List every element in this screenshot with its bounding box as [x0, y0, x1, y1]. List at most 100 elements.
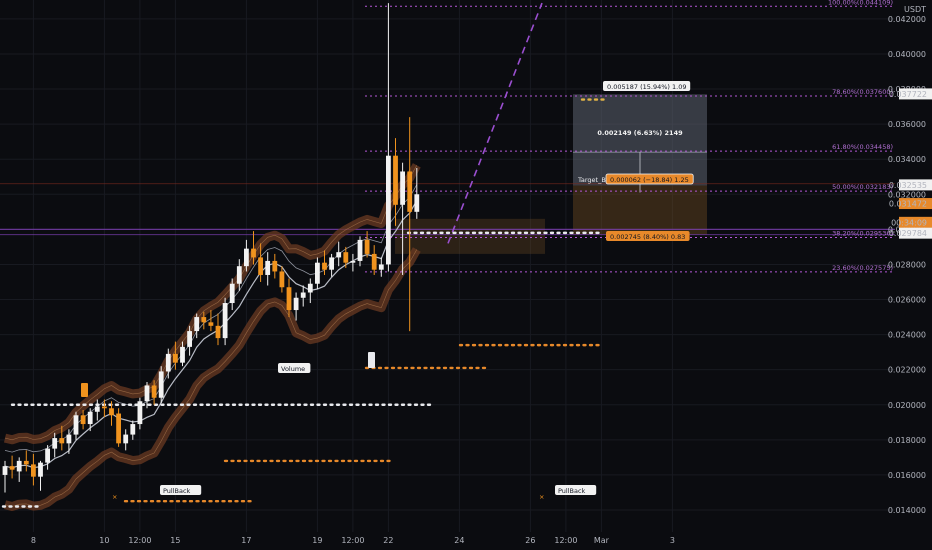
candle: [244, 239, 249, 272]
candlesticks: [2, 3, 420, 493]
candle: [23, 450, 29, 472]
candle: [393, 138, 398, 226]
candle: [80, 410, 86, 430]
candle: [329, 253, 334, 277]
candle: [59, 425, 65, 451]
time-tick: 19: [312, 536, 322, 545]
candle: [144, 381, 150, 409]
candle-body: [357, 239, 363, 261]
candle: [279, 266, 285, 293]
candle: [31, 453, 36, 486]
time-tick: 15: [170, 536, 180, 545]
pullback-label-bg: [555, 485, 597, 495]
candle-body: [265, 260, 271, 275]
candle: [236, 259, 242, 291]
time-tick: 24: [454, 536, 464, 545]
candle: [307, 278, 313, 304]
price-axis: USDT 0.014000 0.016000 0.018000 0.020000 0.0…: [888, 5, 932, 515]
candle-body: [229, 283, 235, 304]
candle-body: [2, 466, 8, 475]
loss-measure-label-text: 0.002745 (8.40%) 0.83: [610, 233, 685, 241]
candle-body: [336, 252, 342, 258]
cross-marker: ×: [539, 493, 544, 501]
candle-body: [364, 239, 370, 254]
pullback-label-text: PullBack: [558, 487, 586, 495]
candle: [222, 297, 228, 346]
signal-marker: [368, 352, 375, 368]
price-tag: 0.037722: [889, 90, 927, 99]
candle-body: [279, 271, 285, 288]
price-tick: 0.014000: [888, 506, 926, 515]
price-tick: 0.042000: [888, 15, 926, 24]
fib-label: 78.60%(0.037600): [832, 88, 893, 96]
candle-body: [173, 353, 178, 363]
fib-label: 50.00%(0.032183): [832, 183, 893, 191]
price-tag: 00:34:09: [891, 218, 927, 227]
candle: [378, 257, 384, 277]
candle-body: [258, 257, 263, 275]
candle-body: [194, 317, 200, 332]
candle-body: [16, 460, 22, 472]
price-tag-bg: [899, 179, 932, 191]
candle: [272, 253, 278, 279]
candle: [194, 313, 200, 339]
price-tag-bg: [899, 216, 932, 228]
fib-label: 100.00%(0.044109): [828, 0, 893, 6]
candle-body: [109, 408, 114, 416]
candle-body: [102, 406, 107, 409]
time-tick: 3: [670, 536, 675, 545]
candle-body: [9, 466, 15, 470]
candle-body: [236, 266, 242, 284]
time-tick: 12:00: [341, 536, 364, 545]
candle: [258, 243, 263, 282]
profit-measure-label: 0.005187 (15.94%) 1.09: [603, 81, 691, 91]
price-tick: 0.040000: [888, 50, 926, 59]
price-tick: 0.016000: [888, 471, 926, 480]
volume-label-bg: [278, 363, 311, 373]
candle-body: [315, 262, 320, 284]
candle-body: [31, 464, 36, 477]
candle-body: [208, 322, 214, 326]
candle-body: [180, 346, 185, 363]
candle-body: [307, 283, 313, 293]
candle: [2, 460, 8, 493]
candle: [364, 231, 370, 258]
price-tag-bg: [899, 88, 932, 100]
candle-body: [201, 317, 207, 323]
price-tag-bg: [899, 227, 932, 239]
candle: [386, 3, 391, 272]
price-tick: 0.032000: [888, 190, 926, 199]
price-tick: 0.022000: [888, 366, 926, 375]
candle: [151, 380, 157, 405]
candle-body: [393, 155, 398, 205]
candle: [158, 366, 164, 404]
candle-body: [251, 248, 256, 258]
candle-body: [407, 171, 413, 212]
candle-body: [59, 438, 65, 444]
time-tick: 12:00: [554, 536, 577, 545]
price-tick: 0.026000: [888, 296, 926, 305]
candle-body: [215, 325, 221, 339]
fib-label: 23.60%(0.027575): [832, 264, 893, 272]
candle: [66, 429, 72, 454]
time-tick: Mar: [594, 536, 610, 545]
loss-measure-label: 0.002745 (8.40%) 0.83: [606, 231, 690, 241]
signal-marker: [81, 383, 88, 397]
fibonacci-levels: 100.00%(0.044109) 78.60%(0.037600) 61.80%(…: [365, 0, 895, 273]
candle: [123, 429, 129, 451]
candle-body: [123, 434, 129, 444]
price-tag: 0.031472: [889, 200, 927, 209]
candle-body: [144, 385, 150, 402]
target-back-label: Target_Back: [577, 176, 617, 184]
distance-label: 0.002149 (6.63%) 2149: [597, 129, 683, 137]
candle-body: [66, 434, 72, 444]
currency-label: USDT: [904, 5, 926, 14]
candle-body: [300, 292, 306, 298]
candle: [371, 245, 377, 275]
candle: [87, 408, 93, 432]
candle-body: [158, 371, 164, 398]
pullback-label-text: PullBack: [163, 487, 191, 495]
candle-body: [286, 287, 292, 311]
